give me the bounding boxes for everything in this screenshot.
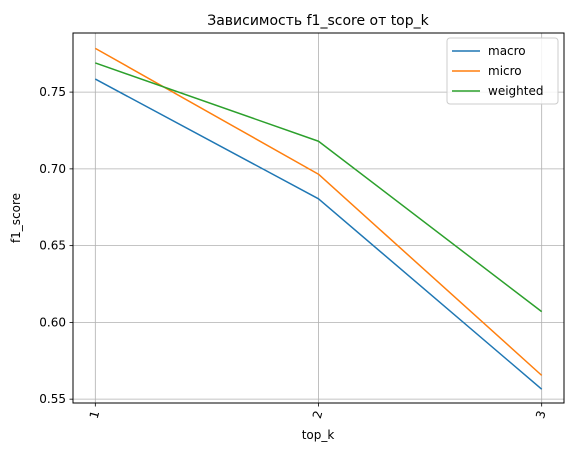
legend: macro micro weighted [446, 37, 559, 105]
grid [73, 33, 564, 403]
y-tick-label: 0.75 [39, 85, 66, 99]
y-tick-label: 0.60 [39, 315, 66, 329]
x-tick-label: 3 [533, 409, 549, 420]
chart-title: Зависимость f1_score от top_k [207, 13, 429, 29]
y-tick-label: 0.55 [39, 392, 66, 406]
legend-box [446, 37, 559, 105]
series-line-macro [94, 78, 543, 390]
series-lines [94, 47, 543, 390]
y-tick-label: 0.70 [39, 162, 66, 176]
y-tick-label: 0.65 [39, 239, 66, 253]
legend-label-macro: macro [488, 44, 526, 58]
y-axis: 0.55 0.60 0.65 0.70 0.75 [39, 85, 73, 406]
series-line-weighted [95, 62, 543, 313]
series-line-micro [94, 47, 543, 376]
x-tick-label: 1 [87, 409, 103, 420]
x-axis: 1 2 3 [87, 403, 549, 420]
legend-label-weighted: weighted [488, 84, 543, 98]
y-axis-label: f1_score [9, 193, 23, 243]
legend-label-micro: micro [488, 64, 522, 78]
x-axis-label: top_k [302, 428, 335, 442]
x-tick-label: 2 [310, 409, 326, 420]
